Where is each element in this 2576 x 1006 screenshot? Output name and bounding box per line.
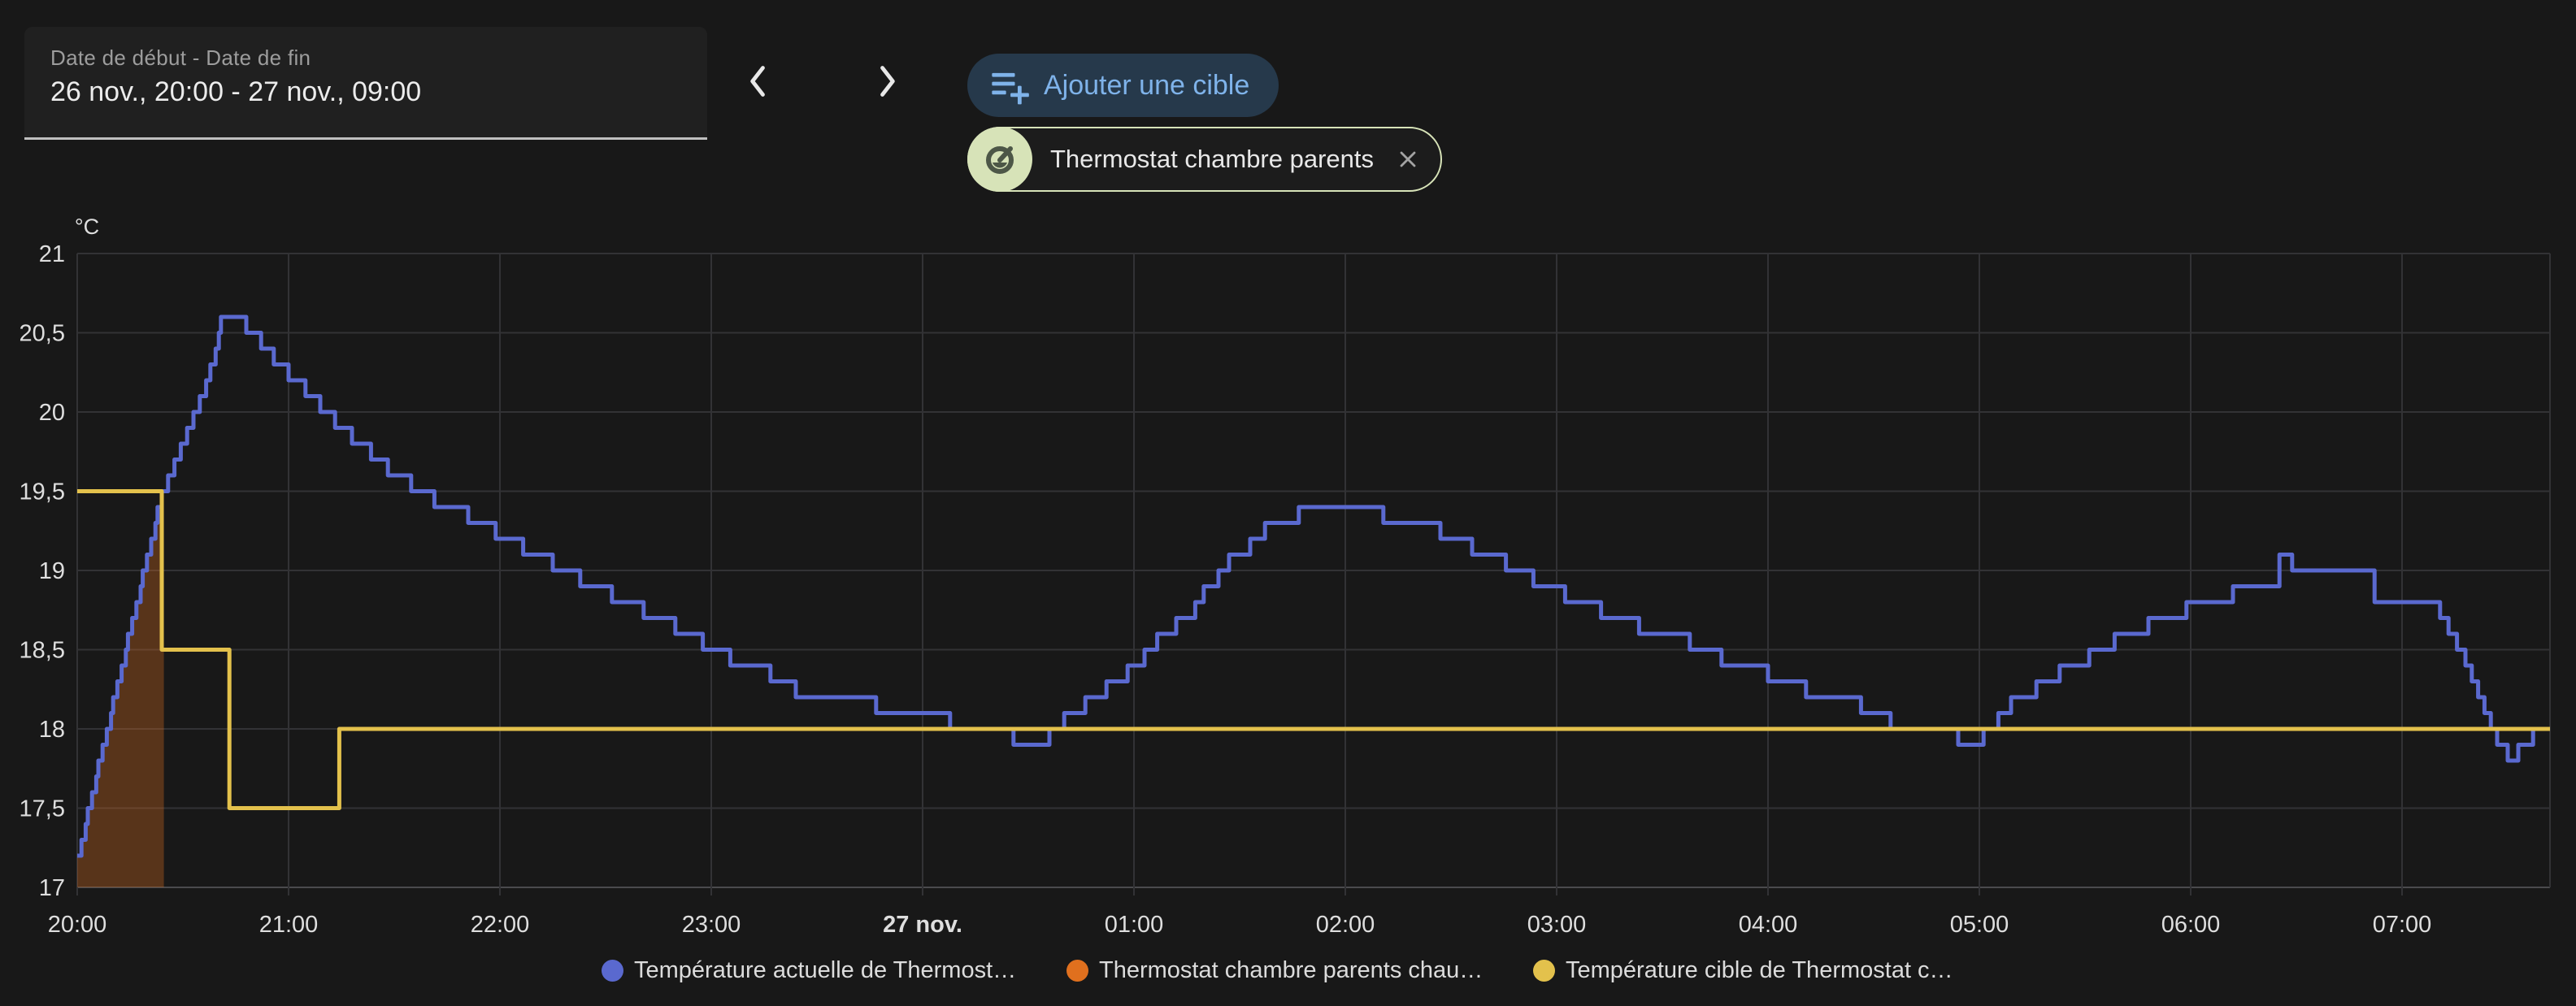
legend-label: Température actuelle de Thermost…	[634, 957, 1017, 983]
x-tick-label: 21:00	[259, 912, 319, 938]
legend-item[interactable]: Thermostat chambre parents chau…	[1066, 957, 1483, 984]
chevron-right-icon	[880, 66, 895, 97]
add-target-button-label: Ajouter une cible	[1044, 69, 1250, 101]
thermostat-dial-icon	[986, 146, 1014, 174]
date-range-field[interactable]: Date de début - Date de fin 26 nov., 20:…	[24, 27, 707, 140]
y-tick-label: 17	[39, 875, 65, 901]
series-line	[77, 489, 2550, 810]
legend-item[interactable]: Température cible de Thermostat c…	[1533, 957, 1953, 984]
playlist-plus-icon	[992, 72, 1029, 105]
chevron-left-icon	[750, 66, 765, 97]
x-tick-label: 06:00	[2161, 912, 2221, 938]
y-axis-unit: °C	[75, 215, 99, 239]
entity-avatar	[967, 127, 1032, 192]
x-tick-label: 20:00	[48, 912, 107, 938]
x-tick-label: 02:00	[1316, 912, 1375, 938]
y-tick-label: 19,5	[20, 479, 65, 505]
x-tick-label: 07:00	[2373, 912, 2432, 938]
chip-close-icon[interactable]	[1393, 145, 1423, 174]
legend-dot	[1533, 960, 1555, 982]
y-tick-label: 17,5	[20, 796, 65, 822]
legend-item[interactable]: Température actuelle de Thermost…	[602, 957, 1016, 984]
date-range-label: Date de début - Date de fin	[50, 46, 311, 70]
y-tick-label: 19	[39, 558, 65, 584]
y-tick-label: 20,5	[20, 321, 65, 347]
x-tick-label: 23:00	[682, 912, 741, 938]
x-tick-label: 27 nov.	[883, 912, 962, 938]
chart-gridlines	[76, 253, 2551, 895]
axis-tick-labels: °C 21 20,5 20 19,5 19 18,5 18 17,5 17 20:00 21:00 22…	[20, 215, 2432, 938]
x-tick-label: 04:00	[1739, 912, 1798, 938]
x-tick-label: 22:00	[471, 912, 530, 938]
y-tick-label: 18,5	[20, 638, 65, 664]
x-tick-label: 01:00	[1105, 912, 1164, 938]
entity-filter-chip[interactable]: Thermostat chambre parents	[967, 127, 1443, 192]
chart-legend: Température actuelle de Thermost… Thermos…	[0, 957, 2576, 993]
legend-label: Température cible de Thermostat c…	[1566, 957, 1953, 983]
x-tick-label: 05:00	[1950, 912, 2009, 938]
y-tick-label: 21	[39, 241, 65, 267]
legend-dot	[602, 960, 623, 982]
y-tick-label: 18	[39, 717, 65, 743]
next-period-button[interactable]	[864, 59, 910, 104]
x-tick-label: 03:00	[1527, 912, 1587, 938]
previous-period-button[interactable]	[736, 59, 781, 104]
date-range-value: 26 nov., 20:00 - 27 nov., 09:00	[50, 76, 422, 107]
series-line	[77, 314, 2550, 858]
legend-label: Thermostat chambre parents chau…	[1099, 957, 1483, 983]
y-tick-label: 20	[39, 400, 65, 426]
temperature-line-series	[77, 314, 2550, 858]
legend-dot	[1066, 960, 1088, 982]
entity-chip-label: Thermostat chambre parents	[1050, 145, 1375, 173]
add-target-button[interactable]: Ajouter une cible	[967, 54, 1279, 117]
